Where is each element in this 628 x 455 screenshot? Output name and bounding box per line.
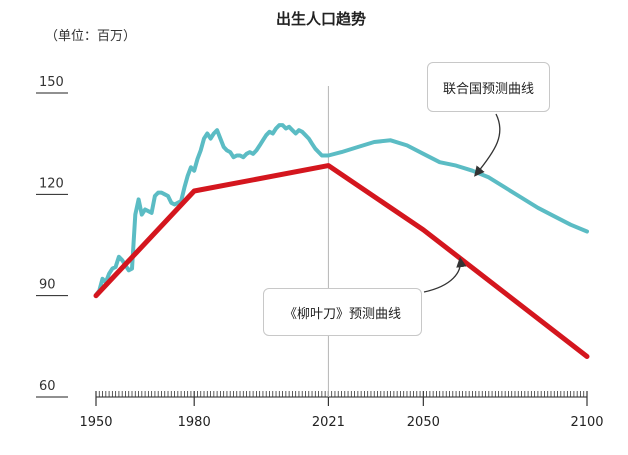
un-forecast-arrow xyxy=(474,113,501,177)
lancet-forecast-arrow xyxy=(423,256,467,293)
x-tick-label: 2100 xyxy=(570,415,603,430)
un-forecast-callout: 联合国预测曲线 xyxy=(427,62,550,112)
y-axis: 150 120 90 60 xyxy=(36,75,68,398)
y-tick-label: 60 xyxy=(39,379,56,394)
lancet-forecast-line xyxy=(93,163,590,359)
series-layer xyxy=(93,123,590,359)
x-tick-label: 2021 xyxy=(312,415,345,430)
lancet-forecast-callout-label: 《柳叶刀》预测曲线 xyxy=(283,306,401,322)
x-axis: 1950 1980 2021 2050 2100 xyxy=(79,391,604,430)
annotation-arrows xyxy=(423,113,501,293)
lancet-forecast-callout: 《柳叶刀》预测曲线 xyxy=(263,288,422,336)
chart-title: 出生人口趋势 xyxy=(276,10,366,28)
un-forecast-line xyxy=(94,123,589,297)
un-forecast-callout-label: 联合国预测曲线 xyxy=(442,81,534,97)
x-tick-label: 1980 xyxy=(178,415,211,430)
y-tick-label: 90 xyxy=(39,278,56,293)
y-tick-label: 150 xyxy=(39,75,64,90)
x-tick-label: 2050 xyxy=(407,415,440,430)
y-tick-label: 120 xyxy=(39,176,64,191)
x-tick-label: 1950 xyxy=(79,415,112,430)
unit-label: （单位：百万） xyxy=(45,29,136,44)
